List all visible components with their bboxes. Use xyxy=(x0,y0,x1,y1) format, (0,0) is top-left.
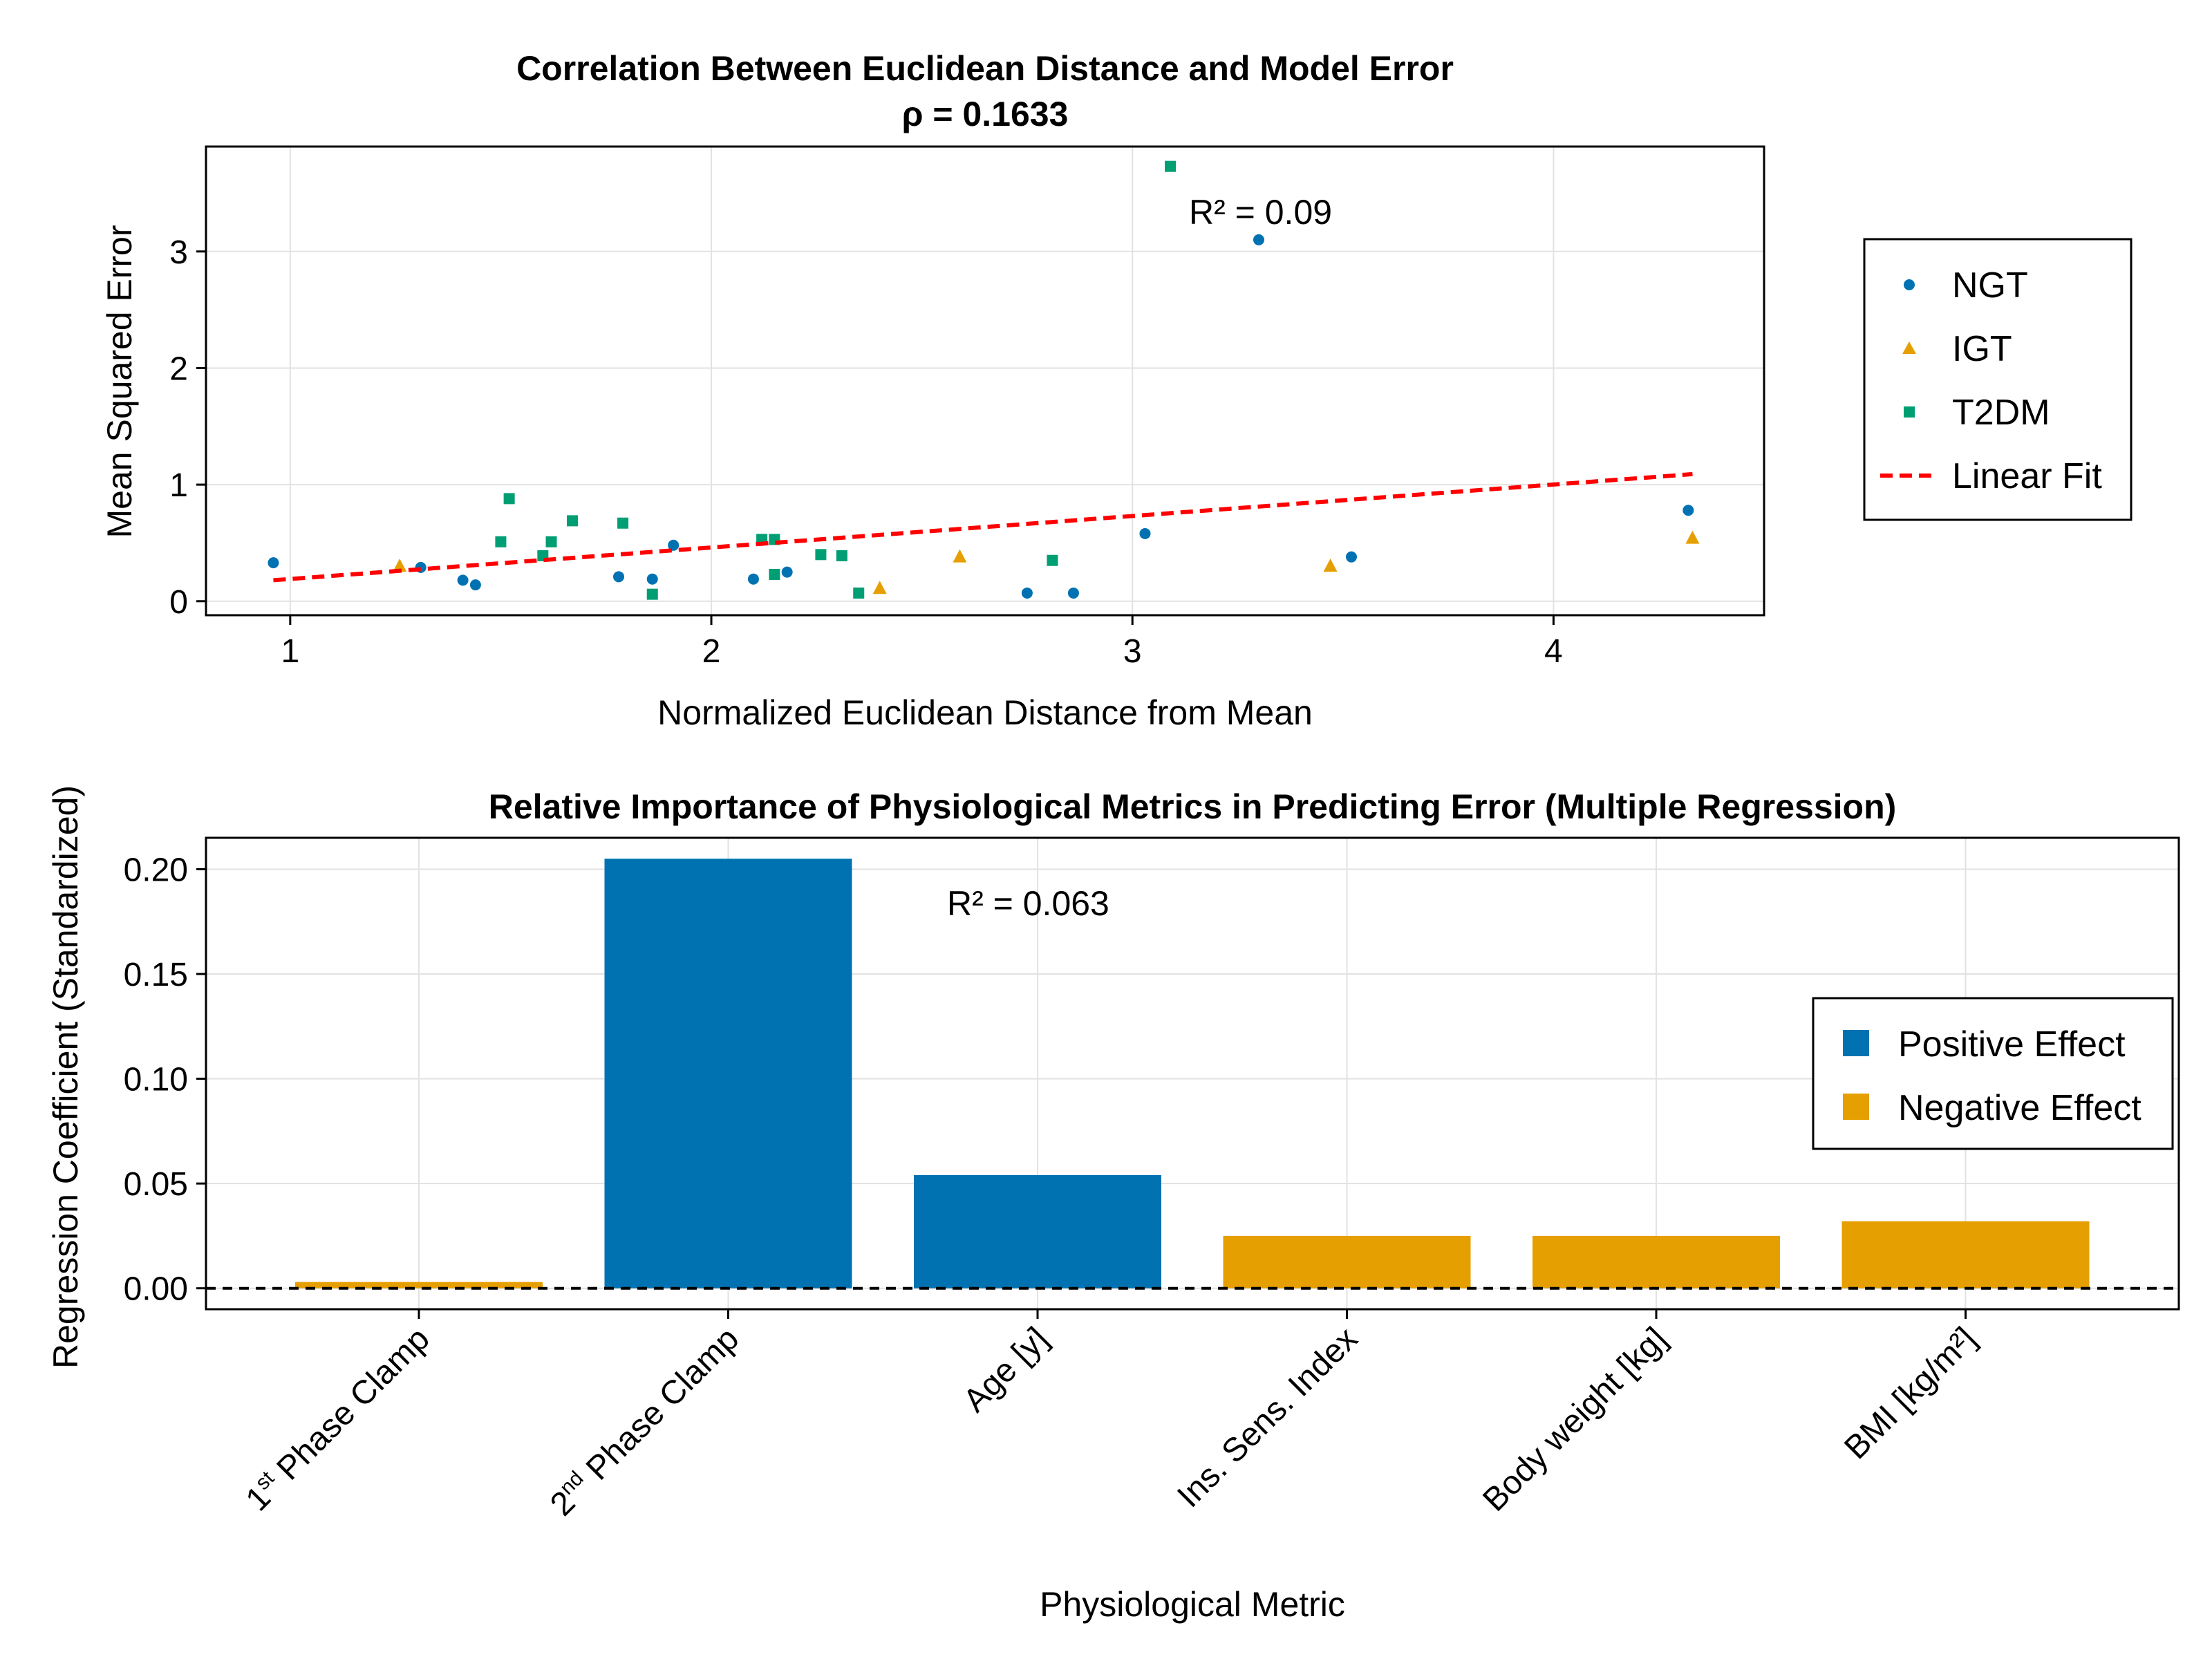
point-ngt xyxy=(1067,587,1079,599)
bar-x-tick-label: Age [y] xyxy=(957,1320,1056,1419)
scatter-y-tick-label: 0 xyxy=(169,584,188,621)
scatter-ticks: 1 2 3 4 0 1 2 3 xyxy=(169,234,1562,670)
bar xyxy=(604,859,852,1288)
linear-fit-line xyxy=(273,471,1693,583)
scatter-panel: Correlation Between Euclidean Distance a… xyxy=(100,49,2133,732)
bar-y-tick-label: 0.10 xyxy=(124,1062,188,1098)
point-igt xyxy=(1323,559,1338,572)
bar-title: Relative Importance of Physiological Met… xyxy=(489,787,1897,826)
point-t2dm xyxy=(815,549,827,561)
bar-x-tick-label: BMI [kg/m²] xyxy=(1837,1320,1983,1466)
point-ngt xyxy=(1345,551,1357,563)
point-ngt xyxy=(1683,505,1694,516)
point-t2dm xyxy=(853,587,865,599)
point-ngt xyxy=(457,574,469,586)
point-ngt xyxy=(268,557,279,569)
scatter-x-tick-label: 3 xyxy=(1123,633,1142,670)
scatter-title: Correlation Between Euclidean Distance a… xyxy=(516,49,1454,88)
bar xyxy=(295,1282,543,1288)
bar xyxy=(1533,1235,1780,1288)
point-igt xyxy=(393,559,407,572)
point-t2dm xyxy=(617,517,629,529)
scatter-y-tick-label: 1 xyxy=(169,467,188,504)
bar xyxy=(1223,1235,1471,1288)
bar-y-tick-label: 0.15 xyxy=(124,957,188,993)
point-t2dm xyxy=(495,536,507,547)
point-ngt xyxy=(668,539,679,551)
bar-plot-frame xyxy=(205,836,2180,1311)
bar-y-tick-label: 0.00 xyxy=(124,1271,188,1308)
legend-swatch-positive xyxy=(1843,1030,1869,1056)
point-t2dm xyxy=(769,568,780,580)
scatter-x-tick-label: 2 xyxy=(702,633,721,670)
point-t2dm xyxy=(836,550,847,561)
point-igt xyxy=(1685,530,1700,544)
scatter-r2-annotation: R² = 0.09 xyxy=(1189,193,1332,232)
bar-y-tick-label: 0.05 xyxy=(124,1166,188,1203)
bar xyxy=(914,1175,1161,1288)
legend-label-ngt: NGT xyxy=(1952,265,2028,306)
point-t2dm xyxy=(566,515,578,527)
point-igt xyxy=(953,549,967,563)
scatter-plot-frame xyxy=(205,145,1765,617)
point-ngt xyxy=(1139,527,1151,539)
point-t2dm xyxy=(1047,554,1058,566)
scatter-y-tick-label: 2 xyxy=(169,350,188,387)
point-ngt xyxy=(1253,234,1264,245)
bar-r2-annotation: R² = 0.063 xyxy=(947,884,1109,923)
scatter-marks xyxy=(268,160,1700,600)
point-ngt xyxy=(469,579,481,591)
bar-x-tick-label: 2nd Phase Clamp xyxy=(543,1320,747,1524)
legend-marker-igt xyxy=(1902,341,1916,354)
bar-x-tick-label: Body weight [kg] xyxy=(1476,1320,1674,1519)
bar-x-tick-label: 1st Phase Clamp xyxy=(238,1320,436,1518)
bar-panel: Relative Importance of Physiological Met… xyxy=(46,785,2180,1624)
point-ngt xyxy=(747,573,759,585)
bar-marks xyxy=(295,859,2090,1288)
scatter-x-tick-label: 1 xyxy=(281,633,299,670)
bar-legend: Positive Effect Negative Effect xyxy=(1812,997,2174,1150)
bar-y-axis-label: Regression Coefficient (Standardized) xyxy=(46,785,85,1369)
point-ngt xyxy=(646,573,658,585)
legend-marker-ngt xyxy=(1904,279,1915,290)
bar-x-axis-label: Physiological Metric xyxy=(1040,1585,1345,1624)
legend-marker-t2dm xyxy=(1904,406,1915,418)
legend-label-igt: IGT xyxy=(1952,329,2012,369)
point-t2dm xyxy=(646,588,658,600)
bar-x-tick-label: Ins. Sens. Index xyxy=(1170,1320,1365,1515)
legend-label-positive: Positive Effect xyxy=(1898,1024,2126,1065)
point-t2dm xyxy=(1165,160,1177,172)
legend-label-linear-fit: Linear Fit xyxy=(1952,456,2102,496)
point-ngt xyxy=(781,566,793,578)
point-igt xyxy=(872,581,887,594)
point-t2dm xyxy=(503,493,515,505)
bar-legend-box xyxy=(1812,997,2174,1150)
scatter-y-tick-label: 3 xyxy=(169,234,188,271)
scatter-y-axis-label: Mean Squared Error xyxy=(100,225,139,538)
point-ngt xyxy=(1021,587,1033,599)
scatter-x-axis-label: Normalized Euclidean Distance from Mean xyxy=(657,693,1313,732)
point-t2dm xyxy=(545,536,557,547)
bar-y-tick-label: 0.20 xyxy=(124,852,188,888)
scatter-legend: NGT IGT T2DM Linear Fit xyxy=(1863,238,2133,521)
legend-swatch-negative xyxy=(1843,1094,1869,1120)
scatter-subtitle: ρ = 0.1633 xyxy=(902,95,1069,133)
scatter-x-tick-label: 4 xyxy=(1544,633,1563,670)
legend-label-t2dm: T2DM xyxy=(1952,393,2050,433)
point-ngt xyxy=(613,571,625,583)
scatter-grid xyxy=(206,147,1764,615)
bar xyxy=(1841,1221,2090,1288)
legend-label-negative: Negative Effect xyxy=(1898,1088,2141,1128)
